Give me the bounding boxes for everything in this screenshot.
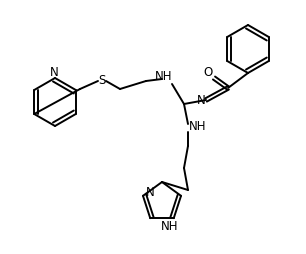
Text: NH: NH [161,220,178,233]
Text: NH: NH [155,71,173,84]
Text: O: O [203,67,213,80]
Text: NH: NH [189,119,207,133]
Text: N: N [146,186,154,199]
Text: S: S [98,74,106,87]
Text: N: N [50,66,58,78]
Text: N: N [197,93,205,106]
